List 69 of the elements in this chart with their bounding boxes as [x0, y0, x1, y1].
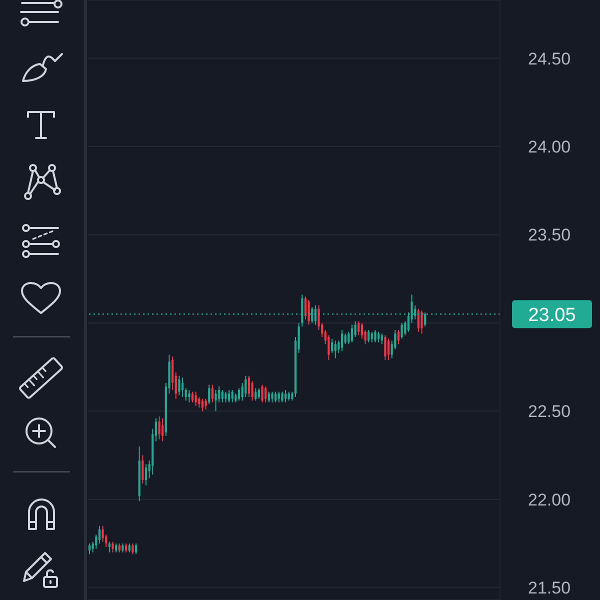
candlestick: [254, 388, 257, 402]
candlestick: [400, 322, 403, 340]
candlestick: [268, 391, 270, 403]
y-tick-label: 24.50: [528, 49, 571, 68]
candlestick: [378, 331, 380, 343]
candlestick: [271, 391, 274, 403]
candlestick: [354, 320, 356, 338]
candlestick: [274, 391, 277, 403]
candlestick: [112, 541, 114, 553]
candlestick: [142, 454, 144, 484]
candlestick: [184, 388, 187, 402]
candlestick: [162, 418, 164, 442]
candlestick: [387, 338, 390, 360]
candlestick: [264, 386, 267, 403]
candlestick: [88, 543, 91, 555]
y-tick-label: 22.00: [528, 490, 571, 510]
candlestick: [221, 390, 224, 403]
candlestick: [144, 464, 148, 486]
candlestick: [132, 543, 134, 555]
candlestick: [344, 333, 346, 345]
candlestick: [380, 333, 383, 345]
candlestick: [108, 541, 110, 553]
candlestick: [244, 375, 247, 398]
candlestick: [204, 398, 207, 410]
candlestick: [224, 391, 227, 403]
candlestick: [348, 331, 350, 345]
candlestick: [340, 330, 344, 352]
candlestick: [334, 340, 336, 359]
candlestick: [214, 390, 217, 412]
y-tick-label: 22.50: [528, 402, 571, 422]
candlestick: [98, 525, 101, 544]
candlestick: [358, 320, 360, 336]
candlestick: [208, 384, 210, 405]
candlestick: [304, 296, 307, 320]
y-tick-label: 24.00: [528, 138, 571, 157]
candlestick: [181, 377, 184, 398]
candlestick: [258, 388, 260, 400]
candlestick: [228, 390, 230, 403]
candlestick: [360, 322, 363, 340]
candlestick: [201, 398, 204, 412]
candlestick: [178, 375, 180, 396]
candlestick: [172, 356, 174, 390]
candlestick: [211, 384, 214, 403]
candlestick: [397, 330, 400, 345]
candlestick: [231, 390, 234, 403]
candlestick: [370, 331, 373, 343]
candlestick: [188, 390, 190, 403]
candlestick: [281, 391, 284, 403]
candlestick: [420, 310, 423, 334]
candlestick: [261, 384, 264, 403]
candlestick: [331, 338, 334, 354]
candlestick: [284, 390, 287, 403]
candlestick: [191, 391, 194, 403]
candlestick: [384, 334, 386, 360]
candlestick: [368, 330, 370, 343]
y-tick-label: 23.50: [528, 226, 571, 245]
y-tick-label: 21.50: [528, 578, 571, 598]
candlestick: [308, 300, 310, 326]
candlestick: [194, 391, 197, 406]
candlestick: [248, 375, 250, 398]
candlestick: [251, 380, 254, 402]
ref-line-label: 23.05: [528, 304, 576, 326]
candlestick: [238, 388, 240, 402]
candlestick: [278, 391, 280, 403]
candlestick: [374, 330, 376, 343]
candlestick: [350, 324, 354, 343]
candlestick: [417, 308, 420, 332]
candlestick: [134, 543, 138, 555]
candlestick: [158, 416, 160, 440]
